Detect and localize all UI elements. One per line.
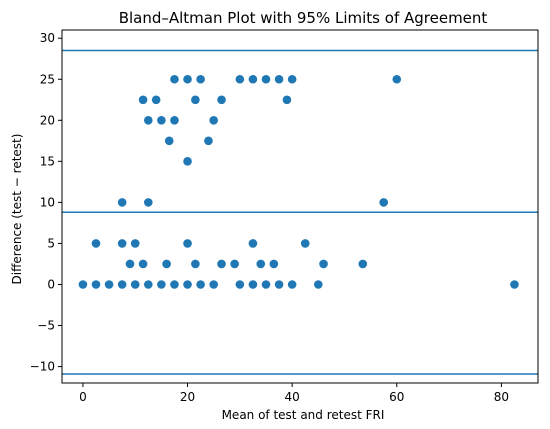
x-axis-label: Mean of test and retest FRI [222, 408, 385, 422]
data-point-54 [261, 74, 271, 84]
data-point-40 [144, 116, 153, 125]
data-point-12 [248, 280, 258, 289]
y-tick-label: 30 [40, 31, 55, 45]
data-point-24 [256, 259, 266, 269]
data-point-20 [162, 259, 171, 269]
x-tick-label: 0 [79, 390, 87, 404]
data-point-37 [183, 157, 192, 166]
y-tick-label: 15 [40, 154, 55, 168]
x-tick-label: 20 [180, 390, 195, 404]
limits-of-agreement-lines [62, 49, 538, 375]
data-point-1 [91, 280, 101, 289]
y-tick-label: 0 [47, 277, 55, 291]
data-point-9 [196, 280, 205, 289]
data-point-22 [217, 259, 226, 269]
y-axis-label: Difference (test − retest) [10, 134, 24, 285]
data-point-3 [117, 280, 127, 289]
data-point-18 [125, 259, 135, 269]
data-point-39 [204, 136, 213, 146]
data-point-16 [314, 280, 323, 289]
data-point-26 [319, 259, 328, 269]
data-point-5 [144, 280, 153, 289]
data-point-4 [130, 280, 140, 289]
data-point-43 [209, 116, 218, 125]
data-point-11 [235, 280, 245, 289]
data-point-41 [157, 116, 166, 125]
data-point-47 [217, 95, 226, 105]
data-point-57 [392, 74, 402, 84]
data-point-48 [282, 95, 292, 105]
data-point-23 [230, 259, 239, 269]
y-tick-label: −5 [37, 319, 55, 333]
data-point-19 [138, 259, 148, 269]
data-point-6 [157, 280, 166, 289]
data-point-56 [287, 74, 297, 84]
data-point-15 [287, 280, 297, 289]
data-point-8 [183, 280, 192, 289]
data-point-35 [144, 198, 153, 207]
data-point-13 [261, 280, 271, 289]
data-point-21 [191, 259, 200, 269]
data-point-28 [91, 239, 101, 248]
data-point-49 [170, 74, 179, 84]
data-point-36 [379, 198, 388, 207]
data-point-44 [138, 95, 148, 105]
data-point-7 [170, 280, 179, 289]
data-point-29 [117, 239, 127, 248]
data-point-46 [191, 95, 200, 105]
data-point-50 [183, 74, 192, 84]
y-tick-label: 5 [47, 236, 55, 250]
data-point-45 [151, 95, 161, 105]
data-point-52 [235, 74, 245, 84]
data-point-32 [248, 239, 258, 248]
data-point-53 [248, 74, 258, 84]
data-point-30 [130, 239, 140, 248]
y-tick-label: 25 [40, 72, 55, 86]
data-point-42 [170, 116, 179, 125]
y-tick-label: −10 [30, 360, 55, 374]
x-tick-label: 40 [285, 390, 300, 404]
data-point-10 [209, 280, 218, 289]
data-point-25 [269, 259, 279, 269]
data-points [78, 74, 519, 289]
data-point-17 [510, 280, 519, 289]
data-point-0 [78, 280, 88, 289]
x-tick-label: 80 [494, 390, 509, 404]
y-axis-ticks: −10 −5 0 5 10 15 20 25 30 [30, 31, 62, 374]
data-point-55 [274, 74, 284, 84]
y-tick-label: 10 [40, 195, 55, 209]
data-point-2 [104, 280, 114, 289]
data-point-34 [117, 198, 127, 207]
data-point-33 [300, 239, 310, 248]
data-point-31 [183, 239, 192, 248]
y-tick-label: 20 [40, 113, 55, 127]
chart-title: Bland–Altman Plot with 95% Limits of Agr… [119, 9, 488, 27]
data-point-27 [358, 259, 368, 269]
x-axis-ticks: 0 20 40 60 80 [79, 383, 509, 404]
x-tick-label: 60 [389, 390, 404, 404]
data-point-51 [196, 74, 205, 84]
data-point-14 [274, 280, 284, 289]
plot-frame [61, 29, 539, 384]
data-point-38 [164, 136, 174, 146]
